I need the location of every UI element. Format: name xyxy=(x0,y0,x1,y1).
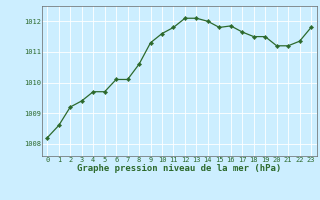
X-axis label: Graphe pression niveau de la mer (hPa): Graphe pression niveau de la mer (hPa) xyxy=(77,164,281,173)
